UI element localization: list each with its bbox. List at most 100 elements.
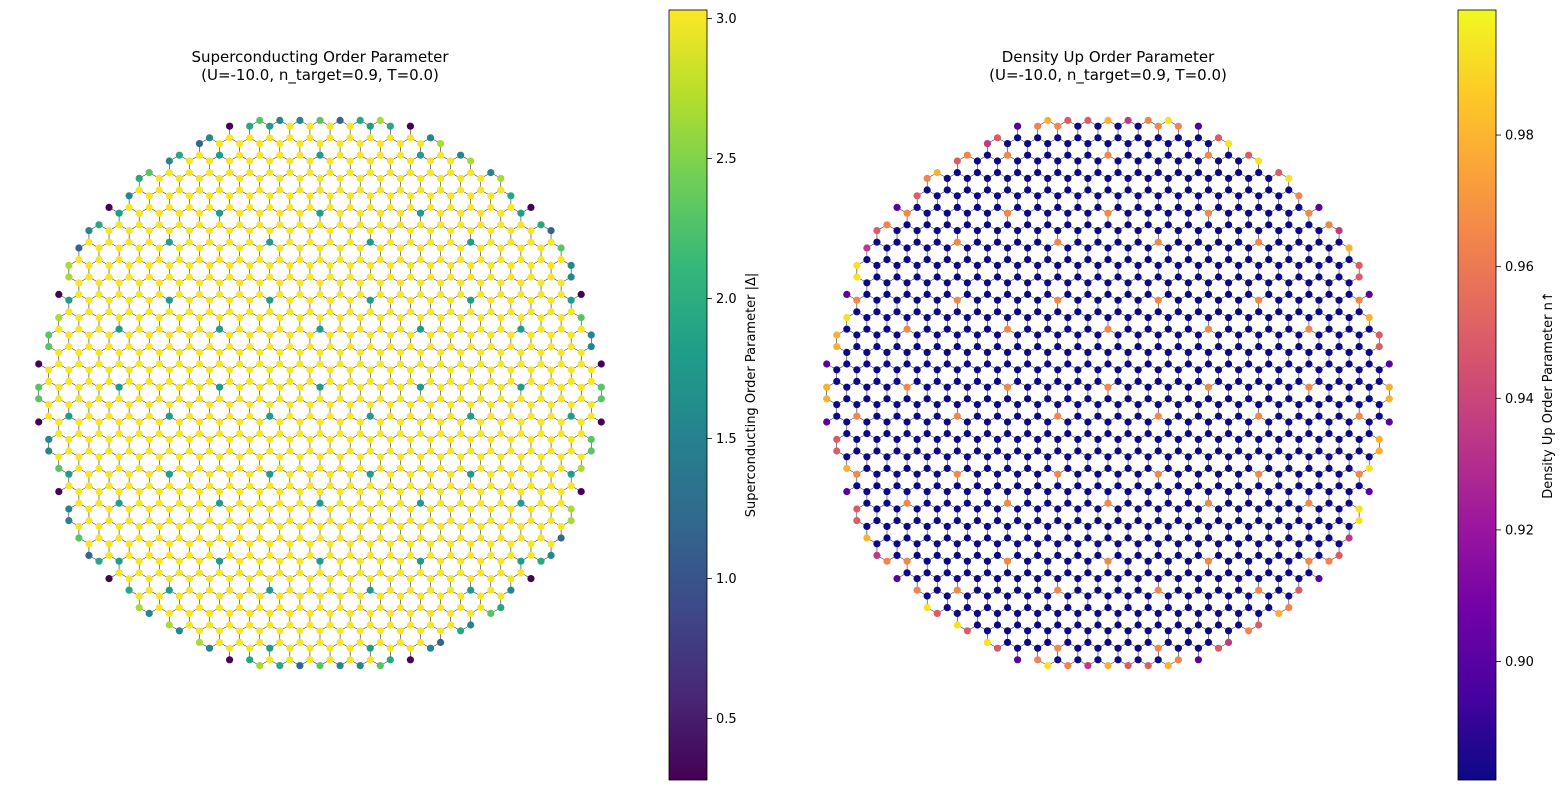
lattice-site: [246, 540, 254, 548]
lattice-site: [426, 435, 435, 443]
lattice-site: [386, 540, 394, 548]
lattice-site: [386, 296, 394, 304]
lattice-site: [567, 261, 575, 269]
lattice-site: [346, 621, 354, 629]
lattice-site: [125, 296, 133, 304]
lattice-site: [155, 418, 163, 426]
lattice-site: [266, 134, 274, 142]
colorbar-tick-label: 2.5: [716, 152, 737, 167]
lattice-site: [577, 360, 585, 368]
lattice-site: [426, 296, 435, 304]
lattice-site: [236, 256, 244, 264]
lattice-site: [205, 377, 214, 385]
lattice-site: [356, 209, 364, 217]
lattice-site: [95, 488, 103, 496]
left-panel: Superconducting Order Parameter (U=-10.0…: [35, 48, 605, 670]
lattice-site: [497, 325, 505, 333]
lattice-site: [105, 296, 113, 304]
lattice-site: [75, 244, 83, 252]
lattice-site: [497, 383, 505, 391]
lattice-site: [446, 540, 455, 548]
lattice-site: [135, 557, 143, 565]
lattice-site: [457, 325, 465, 333]
lattice-site: [65, 261, 73, 269]
lattice-site: [426, 273, 435, 281]
lattice-site: [246, 482, 254, 490]
left-colorbar-label: Superconducting Order Parameter |Δ|: [744, 273, 759, 518]
lattice-site: [366, 192, 374, 200]
lattice-site: [537, 290, 545, 298]
right-title-line2: (U=-10.0, n_target=0.9, T=0.0): [989, 66, 1227, 85]
lattice-site: [366, 203, 374, 211]
lattice-site: [256, 662, 264, 670]
lattice-site: [115, 557, 123, 565]
lattice-site: [316, 464, 324, 472]
lattice-site: [396, 453, 404, 461]
lattice-site: [45, 447, 53, 455]
lattice-site: [386, 505, 394, 513]
lattice-site: [105, 401, 113, 409]
lattice-site: [416, 244, 425, 252]
lattice-site: [507, 296, 515, 304]
lattice-site: [477, 534, 485, 542]
lattice-site: [366, 296, 374, 304]
lattice-site: [527, 331, 535, 339]
lattice-site: [215, 325, 224, 333]
lattice-site: [225, 227, 234, 235]
lattice-site: [256, 140, 264, 148]
lattice-site: [296, 499, 304, 507]
lattice-site: [135, 348, 143, 356]
lattice-site: [276, 279, 284, 287]
lattice-site: [517, 499, 525, 507]
lattice-site: [286, 122, 294, 130]
lattice-site: [457, 314, 465, 322]
lattice-site: [346, 482, 354, 490]
lattice-site: [145, 192, 153, 200]
lattice-site: [457, 534, 465, 542]
lattice-site: [306, 656, 314, 664]
lattice-site: [225, 377, 234, 385]
lattice-site: [256, 488, 264, 496]
lattice-site: [225, 169, 234, 177]
lattice-site: [336, 383, 344, 391]
lattice-site: [517, 569, 525, 577]
lattice-site: [356, 325, 364, 333]
lattice-site: [306, 273, 314, 281]
lattice-site: [185, 227, 194, 235]
lattice-site: [145, 517, 153, 525]
lattice-site: [517, 314, 525, 322]
lattice-site: [145, 377, 153, 385]
lattice-site: [286, 435, 294, 443]
lattice-site: [336, 290, 344, 298]
lattice-site: [527, 238, 535, 246]
lattice-site: [436, 522, 445, 531]
lattice-site: [215, 569, 224, 577]
lattice-site: [406, 517, 415, 525]
lattice-site: [547, 261, 555, 269]
lattice-site: [477, 314, 485, 322]
lattice-site: [577, 348, 585, 356]
lattice-site: [145, 296, 153, 304]
lattice-site: [225, 261, 234, 269]
lattice-site: [266, 505, 274, 513]
lattice-site: [426, 203, 435, 211]
lattice-site: [557, 464, 565, 472]
lattice-site: [145, 470, 153, 478]
lattice-site: [195, 534, 204, 542]
lattice-site: [396, 279, 404, 287]
lattice-site: [256, 627, 264, 635]
lattice-site: [286, 505, 294, 513]
lattice-site: [135, 221, 143, 229]
lattice-site: [557, 395, 565, 403]
lattice-site: [356, 116, 364, 124]
lattice-site: [85, 343, 93, 351]
lattice-site: [547, 238, 555, 246]
lattice-site: [356, 279, 364, 287]
lattice-site: [236, 314, 244, 322]
lattice-site: [205, 609, 214, 618]
lattice-site: [467, 308, 475, 316]
lattice-site: [175, 325, 183, 333]
lattice-site: [286, 227, 294, 235]
lattice-site: [95, 221, 103, 229]
lattice-site: [276, 453, 284, 461]
